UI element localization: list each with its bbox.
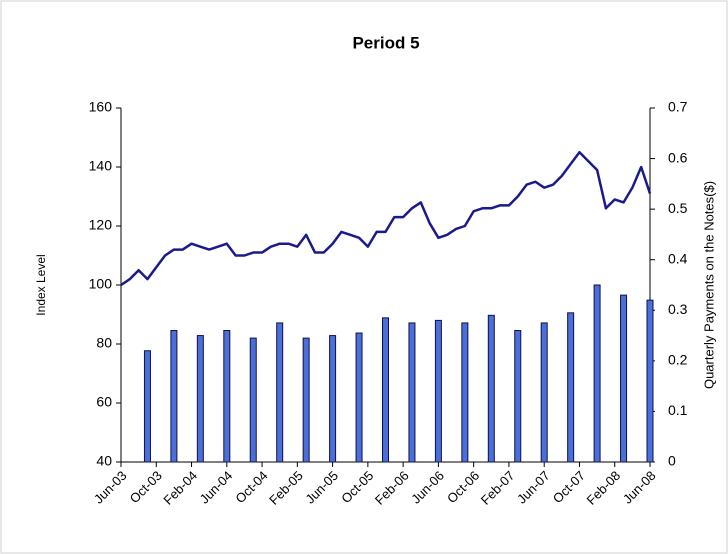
- bar: [223, 330, 231, 463]
- bar: [567, 312, 575, 463]
- y-tick-label: 100: [89, 276, 113, 292]
- bar: [408, 322, 416, 463]
- bar: [249, 337, 257, 463]
- y-tick-label: 40: [96, 453, 112, 469]
- y2-tick-label: 0.3: [668, 301, 688, 317]
- y-axis-label: Index Level: [34, 254, 48, 315]
- bar: [461, 322, 469, 463]
- bar: [302, 337, 310, 463]
- bar: [329, 335, 337, 463]
- y2-tick-label: 0.4: [668, 250, 688, 266]
- y2-tick-label: 0.7: [668, 99, 688, 115]
- bar: [170, 330, 178, 463]
- y2-tick-label: 0.6: [668, 149, 688, 165]
- bar: [276, 322, 284, 463]
- y-tick-label: 160: [89, 99, 113, 115]
- bar: [514, 330, 522, 463]
- y2-axis-label: Quarterly Payments on the Notes($): [701, 181, 716, 389]
- bar: [434, 319, 442, 463]
- bar: [196, 335, 204, 463]
- y-tick-label: 120: [89, 217, 113, 233]
- chart-title: Period 5: [352, 33, 419, 52]
- bar: [382, 317, 389, 463]
- bar: [593, 284, 601, 463]
- bar: [355, 332, 363, 463]
- y-tick-label: 60: [96, 394, 112, 410]
- y2-tick-label: 0.1: [668, 402, 688, 418]
- line: [120, 151, 652, 287]
- y-tick-label: 140: [89, 158, 113, 174]
- y2-tick-label: 0.5: [668, 200, 688, 216]
- bar: [646, 299, 654, 463]
- bar: [487, 314, 495, 463]
- y2-tick-label: 0: [668, 453, 676, 469]
- bar: [620, 294, 628, 463]
- bar: [143, 350, 151, 463]
- y2-tick-label: 0.2: [668, 352, 688, 368]
- bar: [540, 322, 548, 463]
- y-tick-label: 80: [96, 335, 112, 351]
